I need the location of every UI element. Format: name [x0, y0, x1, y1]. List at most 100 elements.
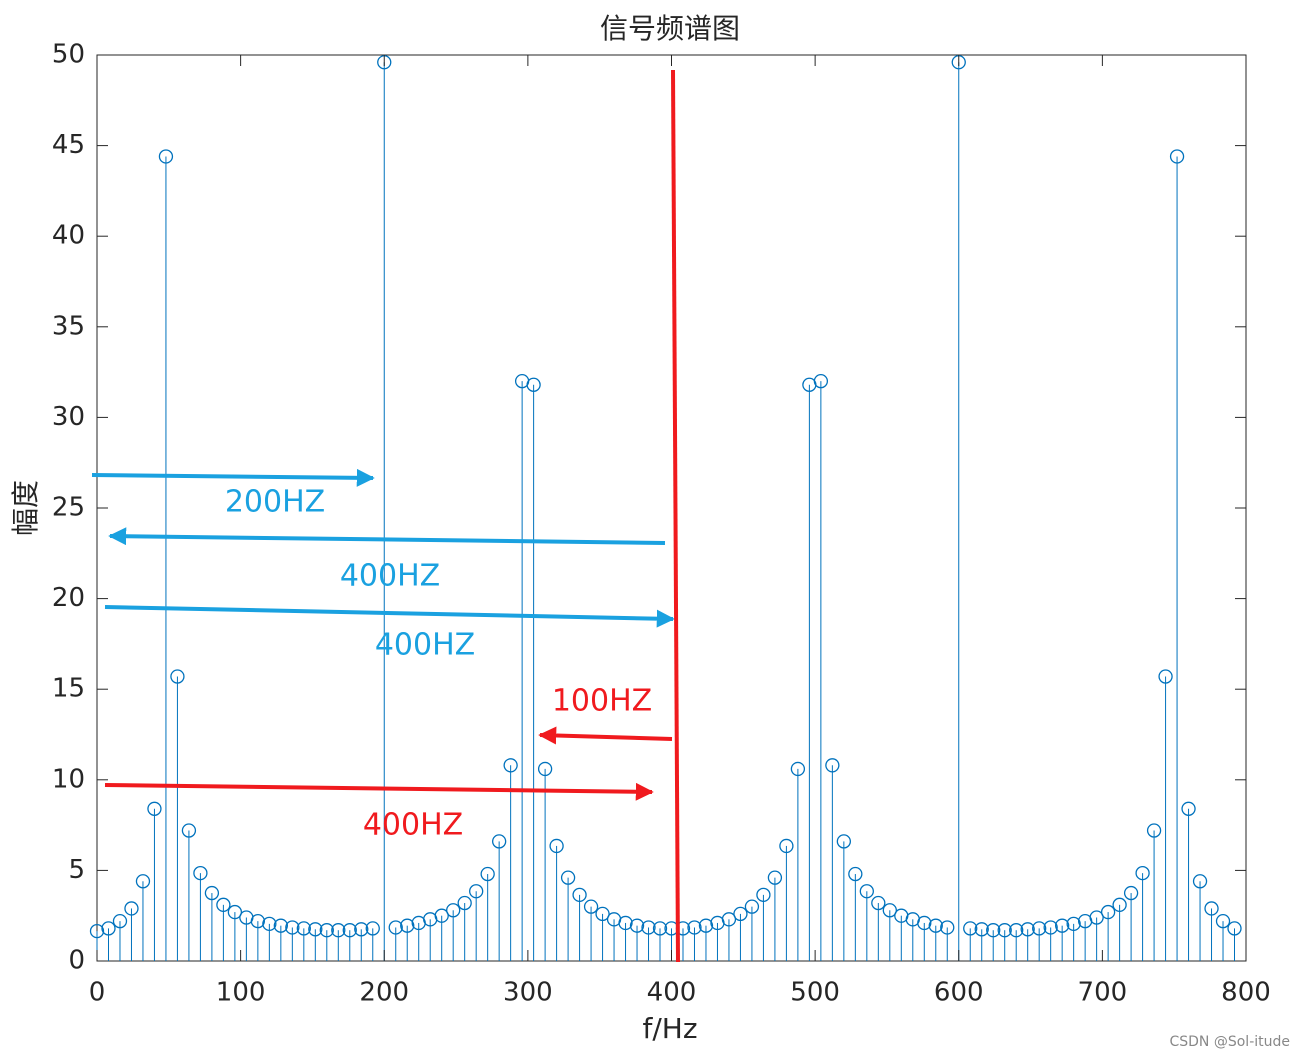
- stem-marker: [319, 923, 334, 938]
- x-tick-label: 500: [790, 978, 840, 1008]
- y-tick-label: 15: [52, 674, 85, 704]
- x-tick-label: 200: [359, 978, 409, 1008]
- stem-marker: [733, 906, 748, 922]
- stem-marker: [767, 870, 783, 885]
- x-tick-label: 300: [503, 978, 553, 1008]
- watermark: CSDN @Sol-itude: [1169, 1034, 1290, 1050]
- y-axis-label: 幅度: [9, 480, 42, 536]
- stem-marker: [365, 921, 380, 936]
- y-tick-label: 20: [52, 583, 85, 613]
- annotation: 400HZ: [340, 559, 440, 594]
- stem-marker: [285, 920, 300, 935]
- stem-marker: [1146, 823, 1162, 838]
- stem-marker: [836, 834, 851, 849]
- stem-marker: [687, 920, 702, 935]
- divider: [671, 69, 680, 963]
- stem-marker: [882, 903, 897, 918]
- annotation: 400HZ: [375, 628, 475, 663]
- stem-marker: [1215, 913, 1231, 929]
- x-tick-label: 400: [647, 978, 697, 1008]
- annotations: 200HZ 400HZ 400HZ 100HZ 400HZ: [91, 69, 680, 963]
- stem-marker: [1181, 801, 1196, 816]
- stem-marker: [871, 895, 886, 911]
- arrow: [108, 527, 666, 546]
- stem-marker: [848, 866, 863, 882]
- x-tick-label: 0: [89, 978, 106, 1008]
- stem-marker: [917, 915, 932, 931]
- stem-marker: [1112, 897, 1127, 912]
- y-tick-label: 35: [52, 311, 85, 341]
- stem-marker: [342, 923, 357, 938]
- stem-marker: [1100, 904, 1116, 920]
- stem-marker: [204, 885, 220, 901]
- stem-marker: [549, 838, 564, 854]
- stem-marker: [940, 920, 955, 935]
- arrow: [91, 468, 375, 487]
- stem-marker: [1020, 922, 1035, 937]
- stem-marker: [974, 922, 989, 937]
- chart-title: 信号频谱图: [600, 12, 740, 45]
- stem-marker: [790, 761, 806, 777]
- stem-marker: [457, 895, 472, 911]
- stem-marker: [262, 916, 277, 932]
- stem-marker: [1066, 916, 1081, 932]
- stem-marker: [859, 884, 874, 899]
- stem-marker: [652, 921, 668, 936]
- stem-marker: [595, 906, 610, 922]
- y-tick-label: 5: [68, 855, 85, 885]
- stem-marker: [1009, 923, 1024, 938]
- stem-marker: [583, 899, 599, 914]
- stem-marker: [1055, 918, 1070, 933]
- stem-marker: [503, 758, 518, 773]
- y-tick-label: 40: [52, 221, 85, 251]
- stem-marker: [537, 761, 553, 777]
- stem-marker: [354, 922, 369, 937]
- arrow: [104, 605, 675, 628]
- y-tick-label: 50: [52, 40, 85, 70]
- stem-marker: [1135, 865, 1150, 881]
- stem-marker: [308, 922, 323, 937]
- stem-marker: [629, 918, 645, 933]
- y-tick-label: 45: [52, 130, 85, 160]
- stem-marker: [744, 899, 760, 914]
- stem-marker: [721, 912, 737, 927]
- y-tick-label: 30: [52, 402, 85, 432]
- annotation: 100HZ: [552, 684, 652, 719]
- stem-marker: [216, 897, 231, 912]
- stem-marker: [331, 923, 346, 938]
- y-tick-label: 10: [52, 764, 85, 794]
- stem-marker: [227, 904, 243, 920]
- stem-marker: [147, 801, 162, 816]
- stem-marker: [997, 923, 1012, 938]
- stem-marker: [1043, 920, 1058, 935]
- stem-marker: [400, 918, 415, 933]
- stem-marker: [1158, 669, 1173, 684]
- stem-marker: [526, 377, 541, 392]
- stem-marker: [124, 901, 139, 916]
- arrow: [104, 782, 654, 801]
- stem-marker: [193, 865, 208, 881]
- x-tick-label: 100: [216, 978, 266, 1008]
- stem-marker: [1169, 149, 1185, 164]
- stem-marker: [388, 920, 403, 935]
- stem-marker: [135, 874, 151, 889]
- stem-marker: [296, 921, 311, 936]
- stem-marker: [1123, 885, 1139, 901]
- stem-marker: [825, 758, 840, 773]
- stem-marker: [480, 866, 495, 882]
- stem-marker: [572, 887, 587, 903]
- stem-marker: [491, 834, 507, 849]
- stem-marker: [1089, 910, 1104, 925]
- arrow: [538, 726, 673, 745]
- stem-marker: [813, 374, 829, 389]
- stem-marker: [698, 918, 714, 933]
- stem-marker: [101, 921, 116, 936]
- x-axis-label: f/Hz: [642, 1012, 697, 1045]
- stem-marker: [1204, 901, 1219, 916]
- stem-marker: [560, 870, 576, 885]
- stem-marker: [641, 920, 656, 935]
- stem-marker: [170, 669, 185, 684]
- plot-area: [96, 54, 1247, 962]
- y-tick-label: 0: [68, 946, 85, 976]
